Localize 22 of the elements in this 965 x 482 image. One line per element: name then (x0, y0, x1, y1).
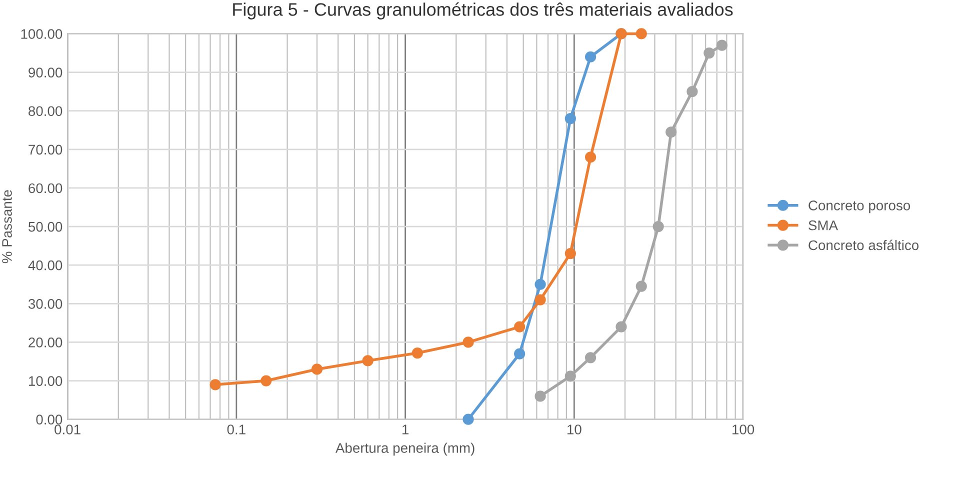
chart-title: Figura 5 - Curvas granulométricas dos três materiais avaliados (233, 2, 733, 20)
x-tick-label: 0.1 (227, 424, 246, 434)
y-tick-label: 70.00 (28, 144, 62, 155)
x-tick-label: 0.01 (54, 424, 80, 434)
x-tick-label: 10 (568, 424, 582, 434)
y-tick-label: 50.00 (28, 222, 62, 232)
y-axis-title: % Passante (2, 190, 12, 264)
y-tick-label: 10.00 (28, 376, 62, 386)
x-axis-title: Abertura peneira (mm) (335, 442, 474, 456)
y-tick-label: 90.00 (28, 68, 62, 78)
y-tick-label: 40.00 (28, 260, 62, 270)
y-tick-label: 20.00 (28, 338, 62, 348)
y-tick-label: 80.00 (28, 106, 62, 116)
x-tick-label: 1 (402, 424, 408, 434)
y-tick-label: 100.00 (21, 29, 62, 39)
legend-label: SMA (808, 220, 838, 230)
y-tick-label: 60.00 (28, 183, 62, 194)
legend-label: Concreto poroso (808, 200, 910, 214)
y-tick-label: 0.00 (36, 414, 62, 425)
x-tick-label: 100 (732, 424, 754, 434)
legend-label: Concreto asfáltico (808, 240, 919, 250)
y-tick-label: 30.00 (28, 298, 62, 309)
